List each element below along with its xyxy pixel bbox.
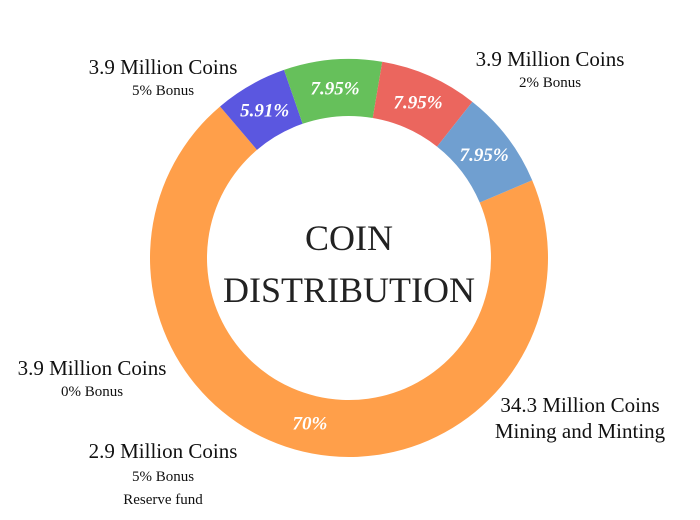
slice-amount-label-1: 2.9 Million Coins — [89, 439, 238, 463]
slice-pct-label-4: 7.95% — [460, 145, 509, 166]
slice-amount-label-0: 34.3 Million Coins — [500, 393, 659, 417]
slice-pct-label-0: 70% — [292, 413, 327, 434]
slice-2 — [283, 59, 383, 124]
slice-amount-label-4: 3.9 Million Coins — [476, 47, 625, 71]
slice-detail-label-0-0: Mining and Minting — [495, 419, 666, 443]
slice-pct-label-2: 7.95% — [310, 79, 359, 100]
slice-pct-label-3: 7.95% — [394, 93, 443, 114]
slice-amount-label-2: 3.9 Million Coins — [18, 356, 167, 380]
slice-0 — [150, 106, 548, 458]
chart-center: COIN DISTRIBUTION — [223, 218, 475, 310]
slice-detail-label-1-0: 5% Bonus — [132, 469, 194, 485]
slice-detail-label-2-0: 0% Bonus — [61, 384, 123, 400]
slice-1 — [220, 69, 303, 150]
donut-slices — [150, 59, 548, 458]
slice-3 — [372, 61, 473, 147]
slice-detail-label-1-1: Reserve fund — [123, 492, 203, 508]
chart-title-line-2: DISTRIBUTION — [223, 270, 475, 310]
slice-amount-label-3: 3.9 Million Coins — [89, 55, 238, 79]
slice-pct-label-1: 5.91% — [240, 100, 289, 121]
slice-detail-label-4-0: 2% Bonus — [519, 75, 581, 91]
slice-percent-labels: 70% 5.91% 7.95% 7.95% 7.95% — [240, 79, 509, 435]
slice-detail-label-3-0: 5% Bonus — [132, 83, 194, 99]
chart-title-line-1: COIN — [305, 218, 393, 258]
slice-4 — [437, 101, 533, 203]
